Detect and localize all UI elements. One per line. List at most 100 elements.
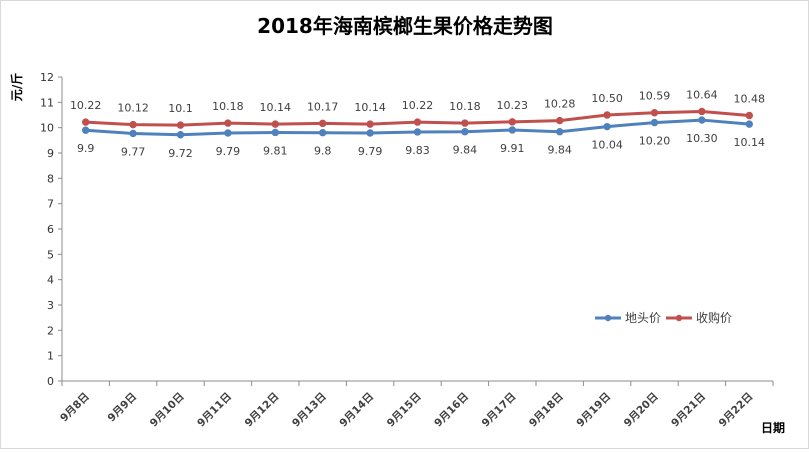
data-point [319,129,327,137]
data-label: 9.77 [121,145,146,158]
series-2: 10.22 10.12 10.1 10.18 10.14 10.17 10.14 10.22 1… [70,88,766,129]
x-tick-label: 9月13日 [290,391,329,430]
y-tick-label: 3 [47,299,54,312]
y-tick-label: 6 [47,223,54,236]
data-point [650,118,659,127]
x-tick-label: 9月18日 [527,391,566,430]
data-point [366,120,374,128]
data-label: 10.17 [307,100,339,113]
data-point [413,128,422,136]
data-point [224,129,232,137]
data-point [224,119,232,127]
x-tick-label: 9月20日 [622,391,661,430]
data-label: 9.79 [216,145,241,158]
data-label: 10.22 [70,99,102,112]
data-point [698,116,706,124]
x-tick-label: 9月19日 [574,391,613,430]
data-label: 10.14 [354,101,386,114]
x-tick-label: 9月9日 [106,391,140,425]
data-label: 9.9 [77,142,95,155]
data-point [508,118,516,126]
data-point [82,126,90,134]
data-point [271,120,279,128]
data-label: 10.14 [734,136,766,149]
y-tick-label: 10 [40,122,54,135]
x-tick-label: 9月16日 [432,391,471,430]
data-point [129,129,137,138]
y-tick-label: 8 [47,172,54,185]
x-tick-label: 9月17日 [480,391,519,430]
data-label: 9.84 [453,144,478,157]
x-tick-label: 9月12日 [243,391,282,430]
data-label: 9.84 [547,144,572,157]
data-point [698,107,706,116]
x-tick-label: 9月15日 [385,391,424,430]
data-point [508,126,516,134]
y-axis-label: 元/斤 [9,73,24,101]
data-label: 10.18 [212,100,244,113]
series-layer: 9.9 9.77 9.72 9.79 9.81 9.8 9.79 9.83 9.84 9.91 9.… [70,88,765,159]
series-1: 9.9 9.77 9.72 9.79 9.81 9.8 9.79 9.83 9.84 9.91 9.… [77,116,766,160]
data-point [603,111,611,119]
data-label: 10.48 [734,93,766,106]
data-point [461,128,469,136]
data-label: 10.14 [260,101,292,114]
data-point [650,109,659,117]
x-axis-label: 日期 [761,420,785,435]
data-label: 9.91 [500,142,525,155]
data-label: 10.1 [168,102,193,115]
data-point [745,120,753,128]
data-label: 9.83 [405,144,430,157]
y-tick-label: 4 [47,274,54,287]
data-label: 10.28 [544,98,576,111]
data-point [319,119,327,128]
data-point [413,118,422,126]
y-tick-label: 1 [47,350,54,363]
x-tick-label: 9月11日 [195,391,234,430]
data-label: 10.59 [639,90,671,103]
x-tick-label: 9月10日 [148,391,187,430]
legend-swatch-marker [675,314,683,322]
data-point [556,128,564,136]
data-point [176,131,185,139]
data-label: 9.81 [263,144,288,157]
y-tick-label: 9 [47,147,54,160]
data-label: 10.64 [686,88,718,101]
y-tick-label: 12 [40,71,54,84]
legend: 地头价 收购价 [595,310,732,325]
data-point [745,111,753,120]
data-point [176,121,185,129]
data-point [556,116,564,125]
chart-title: 2018年海南槟榔生果价格走势图 [257,14,553,38]
data-label: 10.18 [449,100,481,113]
data-point [461,119,469,127]
data-label: 10.50 [591,92,623,105]
data-label: 9.79 [358,145,383,158]
legend-label: 收购价 [696,310,732,325]
legend-swatch-marker [604,314,612,322]
y-tick-label: 11 [40,96,54,109]
data-label: 10.30 [686,132,718,145]
data-label: 9.8 [314,145,332,158]
data-label: 10.20 [639,135,671,148]
data-point [129,120,137,129]
data-label: 10.22 [402,99,434,112]
x-tick-label: 9月14日 [337,391,376,430]
data-point [366,129,374,137]
y-tick-label: 5 [47,248,54,261]
data-label: 10.23 [497,99,529,112]
y-tick-label: 0 [47,375,54,388]
x-tick-label: 9月8日 [58,391,92,425]
x-tick-label: 9月21日 [669,391,708,430]
data-point [82,118,90,126]
data-label: 9.72 [168,147,193,160]
y-tick-label: 7 [47,198,54,211]
y-tick-label: 2 [47,324,54,337]
data-label: 10.12 [117,102,149,115]
data-point [603,122,611,131]
data-point [271,128,279,137]
data-label: 10.04 [591,139,623,152]
legend-label: 地头价 [625,311,661,325]
